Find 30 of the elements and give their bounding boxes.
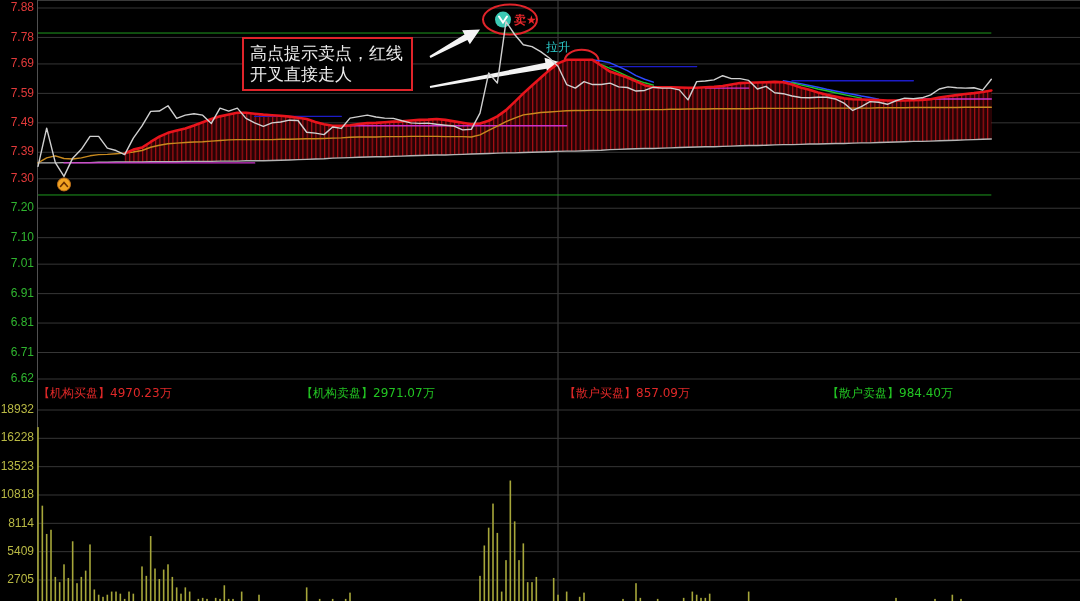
y-tick-label: 7.30 bbox=[10, 170, 35, 185]
y-tick-label: 8114 bbox=[8, 515, 35, 530]
y-tick-label: 7.49 bbox=[10, 115, 35, 130]
y-tick-label: 5409 bbox=[7, 543, 35, 558]
text: 【机构买盘】4970.23万 bbox=[38, 385, 172, 400]
y-tick-label: 7.01 bbox=[10, 256, 35, 271]
annotation: 卖★ bbox=[514, 13, 537, 28]
line-series bbox=[37, 138, 993, 164]
y-tick-label: 7.88 bbox=[10, 0, 35, 15]
y-tick-label: 7.10 bbox=[10, 229, 35, 244]
y-tick-label: 10818 bbox=[0, 487, 35, 502]
y-tick-label: 6.91 bbox=[10, 285, 35, 300]
y-tick-label: 7.20 bbox=[10, 200, 35, 215]
text: 【机构卖盘】2971.07万 bbox=[301, 385, 435, 400]
y-tick-label: 16228 bbox=[0, 430, 35, 445]
text: 【散户卖盘】984.40万 bbox=[827, 385, 953, 400]
y-tick-label: 7.59 bbox=[10, 85, 35, 100]
y-tick-label: 7.78 bbox=[10, 29, 35, 44]
y-tick-label: 7.69 bbox=[10, 56, 35, 71]
y-tick-label: 13523 bbox=[0, 458, 35, 473]
annotation: 拉升 bbox=[546, 40, 570, 55]
text: 【散户买盘】857.09万 bbox=[564, 385, 690, 400]
y-tick-label: 18932 bbox=[0, 402, 35, 417]
y-tick-label: 6.81 bbox=[10, 315, 35, 330]
line-series bbox=[37, 106, 993, 164]
annotation: 高点提示卖点，红线开叉直接走人 bbox=[242, 37, 413, 91]
y-tick-label: 6.71 bbox=[10, 344, 35, 359]
y-tick-label: 6.62 bbox=[10, 371, 35, 386]
y-tick-label: 2705 bbox=[7, 572, 35, 587]
y-tick-label: 7.39 bbox=[10, 144, 35, 159]
